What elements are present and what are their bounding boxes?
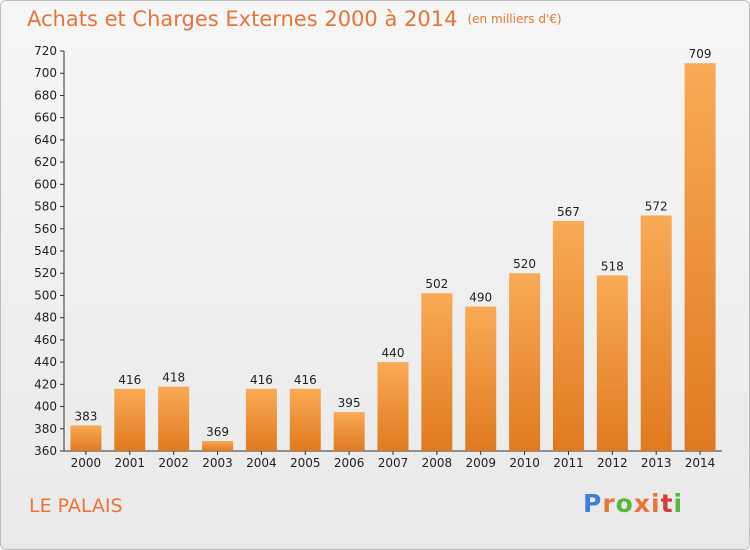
y-tick-label: 640 [34, 133, 57, 147]
x-tick-label: 2004 [246, 456, 277, 470]
x-tick-label: 2005 [290, 456, 321, 470]
y-tick-label: 440 [34, 355, 57, 369]
chart-axes: 360 380 400 420 440 460 480 500 520 540 560 580 600 6… [34, 44, 722, 470]
data-label: 572 [645, 199, 668, 213]
x-tick-label: 2010 [509, 456, 540, 470]
chart-labels: 383 416 418 369 416 416 395 440 502 490 520 567 518 5… [74, 47, 711, 439]
commune-name: LE PALAIS [29, 495, 123, 517]
y-tick-label: 700 [34, 66, 57, 80]
y-tick-label: 560 [34, 222, 57, 236]
x-tick-label: 2013 [641, 456, 672, 470]
data-label: 416 [294, 373, 317, 387]
y-tick-label: 580 [34, 200, 57, 214]
logo-letter: i [673, 489, 684, 518]
data-label: 440 [382, 346, 405, 360]
x-tick-label: 2014 [685, 456, 716, 470]
x-tick-label: 2011 [553, 456, 584, 470]
y-tick-label: 600 [34, 177, 57, 191]
bar [333, 412, 365, 451]
chart-title-text: Achats et Charges Externes 2000 à 2014 [27, 7, 458, 31]
x-tick-label: 2000 [71, 456, 102, 470]
x-tick-label: 2003 [202, 456, 233, 470]
bar [465, 306, 497, 451]
data-label: 490 [469, 291, 492, 305]
x-tick-label: 2009 [465, 456, 496, 470]
y-tick-label: 660 [34, 111, 57, 125]
logo-letter: t [660, 489, 674, 518]
y-tick-label: 360 [34, 444, 57, 458]
y-tick-label: 420 [34, 377, 57, 391]
bar [596, 275, 628, 451]
data-label: 416 [250, 373, 273, 387]
x-tick-label: 2006 [334, 456, 365, 470]
bar [158, 386, 190, 451]
bar [509, 273, 541, 451]
logo-letter: P [583, 489, 603, 518]
data-label: 395 [338, 396, 361, 410]
bar [289, 388, 321, 451]
bar [114, 388, 146, 451]
data-label: 418 [162, 371, 185, 385]
logo-letter: r [602, 489, 616, 518]
y-tick-label: 680 [34, 88, 57, 102]
y-tick-label: 720 [34, 44, 57, 58]
logo-letter: o [615, 489, 634, 518]
bar [245, 388, 277, 451]
data-label: 383 [74, 409, 97, 423]
data-label: 416 [118, 373, 141, 387]
bar [684, 63, 716, 451]
data-label: 518 [601, 259, 624, 273]
y-tick-label: 500 [34, 288, 57, 302]
x-tick-label: 2008 [422, 456, 453, 470]
bar [377, 362, 409, 451]
data-label: 502 [425, 277, 448, 291]
bar [70, 425, 102, 451]
y-tick-label: 460 [34, 333, 57, 347]
y-tick-label: 400 [34, 400, 57, 414]
x-tick-label: 2002 [158, 456, 189, 470]
y-tick-label: 380 [34, 422, 57, 436]
y-tick-label: 620 [34, 155, 57, 169]
bar [202, 441, 234, 451]
x-tick-label: 2007 [378, 456, 409, 470]
data-label: 709 [689, 47, 712, 61]
bar [552, 221, 584, 451]
chart-bars [70, 63, 716, 451]
logo-letter: x [633, 489, 651, 518]
logo-letter: i [651, 489, 661, 518]
y-tick-label: 480 [34, 311, 57, 325]
data-label: 369 [206, 425, 229, 439]
data-label: 567 [557, 205, 580, 219]
chart-subtitle: (en milliers d'€) [467, 12, 562, 26]
x-tick-label: 2012 [597, 456, 628, 470]
bar [640, 215, 672, 451]
y-tick-label: 520 [34, 266, 57, 280]
data-label: 520 [513, 257, 536, 271]
y-tick-label: 540 [34, 244, 57, 258]
x-tick-label: 2001 [115, 456, 146, 470]
chart-title: Achats et Charges Externes 2000 à 2014 (e… [27, 7, 562, 31]
proxiti-logo: Proxiti [583, 489, 683, 518]
bar [421, 293, 453, 451]
